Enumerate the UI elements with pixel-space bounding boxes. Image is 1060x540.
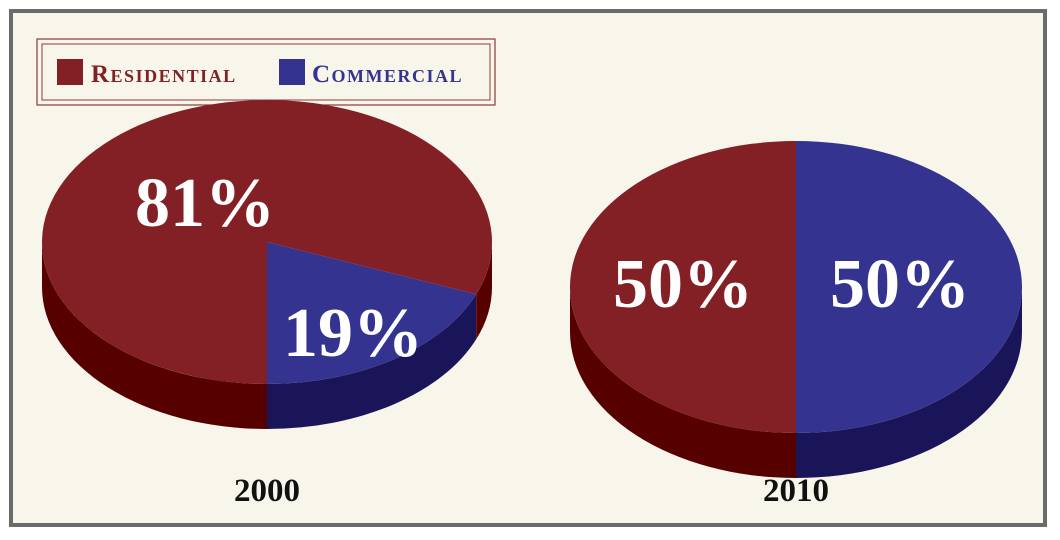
- pie-chart-2000: 81%19%: [42, 99, 493, 429]
- pie-slice-residential: [42, 99, 493, 384]
- chart-canvas: Residential Commercial 81%19% 50% 50% 200…: [36, 38, 1022, 509]
- legend-swatch-commercial: [279, 59, 305, 85]
- legend: Residential Commercial: [36, 38, 496, 106]
- pie-side-residential: [476, 242, 492, 340]
- legend-box-inner: [41, 43, 491, 101]
- year-label-2000: 2000: [234, 473, 300, 509]
- pie-slice-commercial: [267, 242, 477, 384]
- data-label-residential: 50%: [613, 246, 753, 323]
- data-label-residential: 81%: [135, 165, 275, 242]
- data-label-commercial: 19%: [283, 295, 423, 372]
- pie-chart-2010: 50% 50%: [570, 141, 1022, 478]
- pie-side-commercial: [796, 287, 1022, 478]
- pie-side-commercial: [267, 294, 477, 429]
- legend-label-commercial: Commercial: [312, 61, 463, 88]
- pie-slice-residential: [570, 141, 796, 433]
- pie-side-residential: [570, 287, 796, 478]
- pie-slice-commercial: [796, 141, 1022, 433]
- chart-frame: Residential Commercial 81% 19% 50% 50% 200…: [9, 9, 1047, 527]
- year-label-2010: 2010: [763, 473, 829, 509]
- data-label-commercial: 50%: [830, 246, 970, 323]
- legend-swatch-residential: [57, 59, 83, 85]
- pie-side-residential: [42, 242, 267, 429]
- legend-label-residential: Residential: [91, 61, 237, 88]
